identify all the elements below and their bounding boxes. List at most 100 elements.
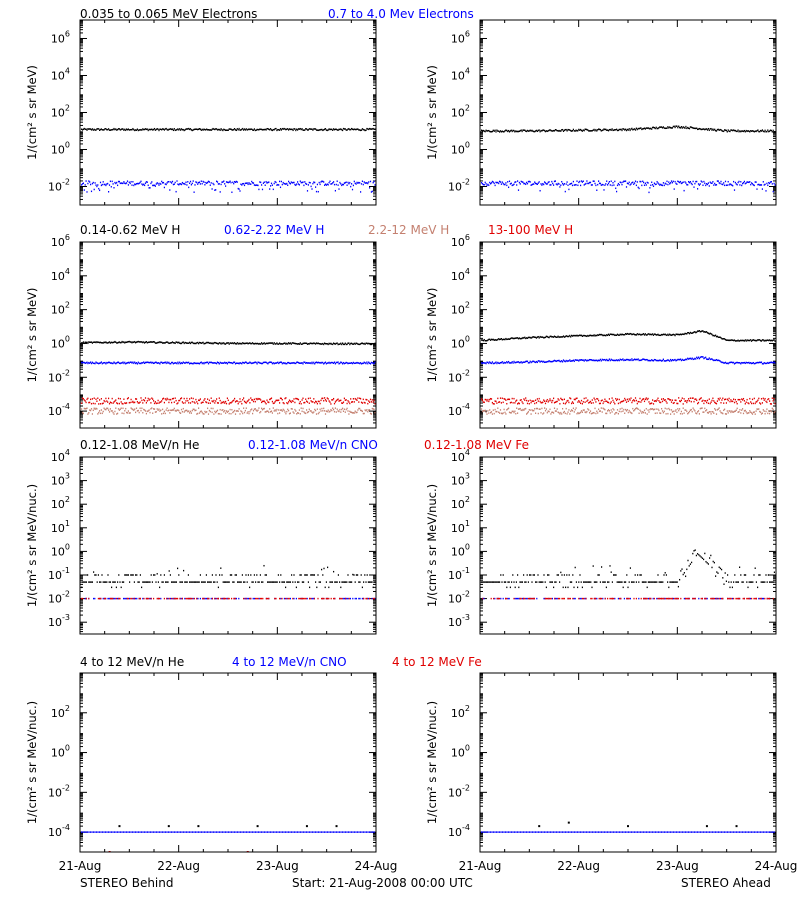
data-point: [272, 128, 274, 131]
data-point: [163, 342, 165, 344]
data-point: [558, 183, 560, 185]
data-point: [314, 363, 316, 365]
data-point: [112, 402, 114, 404]
data-point: [319, 183, 321, 186]
data-point: [225, 400, 227, 403]
data-point: [566, 360, 568, 363]
data-point: [111, 180, 113, 183]
data-point: [666, 180, 668, 183]
data-point: [335, 399, 337, 402]
data-point: [554, 129, 556, 131]
data-point: [654, 183, 656, 186]
data-point: [365, 342, 367, 345]
data-point: [508, 338, 510, 340]
data-point: [130, 361, 132, 363]
data-point: [693, 408, 695, 411]
data-point: [664, 182, 666, 185]
data-point: [488, 129, 490, 132]
data-point: [216, 398, 218, 400]
data-point: [233, 128, 235, 131]
data-point: [713, 412, 715, 415]
data-point: [148, 187, 150, 189]
data-point: [270, 411, 272, 413]
data-point: [261, 407, 263, 410]
y-tick-label: 100: [51, 141, 70, 157]
data-point: [316, 129, 318, 131]
data-point: [595, 359, 597, 362]
data-point: [237, 362, 239, 364]
data-point: [496, 362, 498, 365]
data-point: [162, 362, 165, 364]
data-point: [492, 338, 494, 341]
data-point: [506, 129, 508, 132]
data-point: [360, 343, 362, 345]
data-point: [211, 128, 213, 131]
data-point: [127, 397, 129, 399]
data-point: [341, 402, 343, 404]
data-point: [287, 343, 289, 345]
data-point: [598, 128, 600, 130]
data-point: [665, 413, 667, 415]
data-point: [213, 128, 215, 130]
data-point: [289, 182, 291, 185]
data-point: [670, 127, 673, 129]
data-point: [663, 184, 665, 187]
data-point: [170, 362, 172, 365]
data-point: [193, 191, 195, 193]
data-point: [717, 397, 719, 400]
data-point: [109, 342, 111, 344]
data-point: [484, 181, 486, 184]
data-point: [770, 403, 772, 405]
data-point: [599, 128, 601, 131]
data-point: [596, 334, 598, 337]
data-point: [153, 341, 155, 343]
data-point: [751, 339, 754, 342]
data-point: [311, 401, 313, 403]
data-point: [363, 412, 365, 415]
data-point: [598, 333, 601, 336]
data-point: [734, 398, 736, 401]
data-point: [111, 586, 113, 589]
data-point: [576, 130, 578, 132]
data-point: [497, 361, 499, 364]
data-point: [130, 398, 132, 401]
data-point: [552, 360, 554, 363]
data-point: [688, 357, 691, 360]
data-point: [329, 410, 331, 413]
data-point: [333, 342, 335, 344]
data-point: [347, 128, 349, 130]
data-point: [542, 129, 544, 131]
data-point: [206, 128, 208, 130]
data-point: [180, 412, 182, 414]
data-point: [133, 128, 135, 131]
data-point: [626, 128, 628, 131]
data-point: [657, 127, 659, 130]
data-point: [716, 128, 718, 131]
data-point: [290, 343, 292, 345]
data-point: [307, 129, 309, 131]
data-point: [708, 398, 710, 400]
data-point: [294, 128, 296, 130]
data-point: [211, 342, 213, 344]
data-point: [633, 333, 635, 335]
data-point: [126, 362, 129, 364]
data-point: [257, 128, 259, 131]
data-point: [371, 399, 373, 401]
data-point: [207, 341, 209, 344]
data-point: [287, 361, 289, 364]
data-point: [170, 342, 172, 344]
data-point: [301, 128, 303, 130]
data-point: [200, 129, 202, 131]
data-point: [200, 180, 202, 182]
data-point: [179, 342, 181, 344]
data-point: [580, 399, 583, 402]
data-point: [175, 129, 177, 131]
data-point: [636, 128, 638, 131]
data-point: [665, 127, 667, 129]
data-point: [313, 128, 315, 130]
data-point: [695, 127, 697, 130]
data-point: [246, 129, 248, 131]
data-point: [159, 401, 161, 403]
data-point: [508, 360, 510, 363]
